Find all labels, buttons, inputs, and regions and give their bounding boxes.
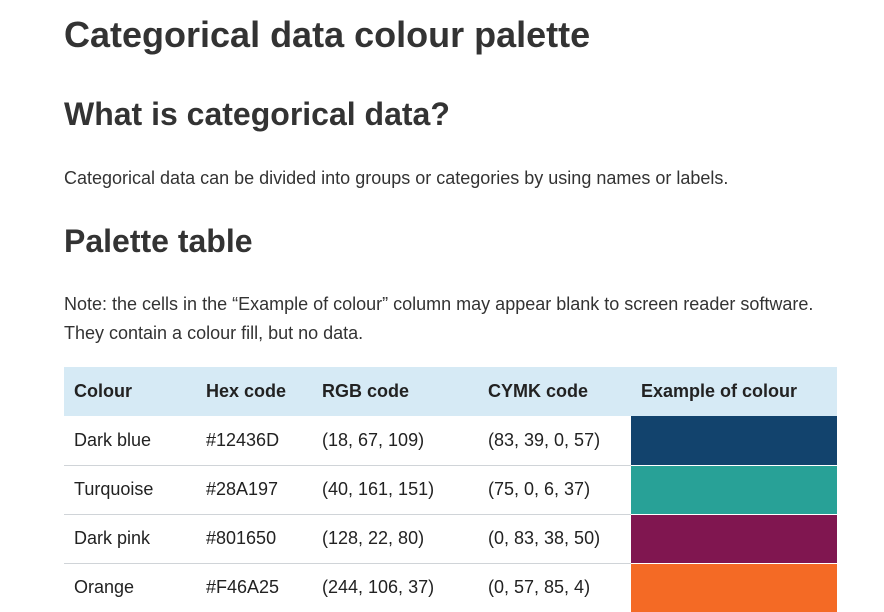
cell-rgb-code: (244, 106, 37) — [322, 577, 435, 598]
table-header-row: Colour Hex code RGB code CYMK code Examp… — [64, 367, 837, 416]
cell-hex-code: #12436D — [196, 416, 312, 466]
cell-rgb-code: (40, 161, 151) — [312, 465, 478, 515]
cell-cymk-code: (83, 39, 0, 57) — [478, 416, 631, 466]
table-row: Dark blue #12436D (18, 67, 109) (83, 39,… — [64, 416, 837, 466]
colour-swatch — [631, 416, 837, 466]
table-row: Dark pink #801650 (128, 22, 80) (0, 83, … — [64, 514, 837, 564]
column-header-cymk-code: CYMK code — [488, 381, 589, 401]
page-title: Categorical data colour palette — [64, 14, 591, 55]
cell-rgb-code: (128, 22, 80) — [312, 514, 478, 564]
section-heading-categorical-data: What is categorical data? — [64, 96, 450, 132]
section-heading-palette-table: Palette table — [64, 223, 253, 259]
colour-swatch — [631, 465, 837, 515]
cell-colour-name: Turquoise — [64, 465, 196, 515]
cell-colour-name: Dark pink — [64, 514, 196, 564]
column-header-hex-code: Hex code — [206, 381, 287, 401]
cell-rgb-code: (18, 67, 109) — [312, 416, 478, 466]
colour-swatch — [631, 514, 837, 564]
column-header-example-of-colour: Example of colour — [641, 381, 798, 401]
table-row: Turquoise #28A197 (40, 161, 151) (75, 0,… — [64, 465, 837, 515]
column-header-rgb-code: RGB code — [322, 381, 410, 401]
cell-cymk-code: (75, 0, 6, 37) — [478, 465, 631, 515]
cell-cymk-code: (0, 57, 85, 4) — [488, 577, 591, 598]
cell-colour-name: Orange — [74, 577, 135, 598]
cell-hex-code: #28A197 — [196, 465, 312, 515]
definition-paragraph: Categorical data can be divided into gro… — [64, 168, 729, 188]
colour-swatch — [631, 563, 837, 612]
column-header-colour: Colour — [74, 381, 132, 401]
cell-colour-name: Dark blue — [64, 416, 196, 466]
table-row: Orange #F46A25 (244, 106, 37) (0, 57, 85… — [64, 563, 837, 612]
cell-cymk-code: (0, 83, 38, 50) — [478, 514, 631, 564]
cell-hex-code: #F46A25 — [206, 577, 280, 598]
cell-hex-code: #801650 — [196, 514, 312, 564]
palette-table: Colour Hex code RGB code CYMK code Examp… — [64, 367, 837, 612]
note-paragraph: Note: the cells in the “Example of colou… — [64, 294, 814, 343]
